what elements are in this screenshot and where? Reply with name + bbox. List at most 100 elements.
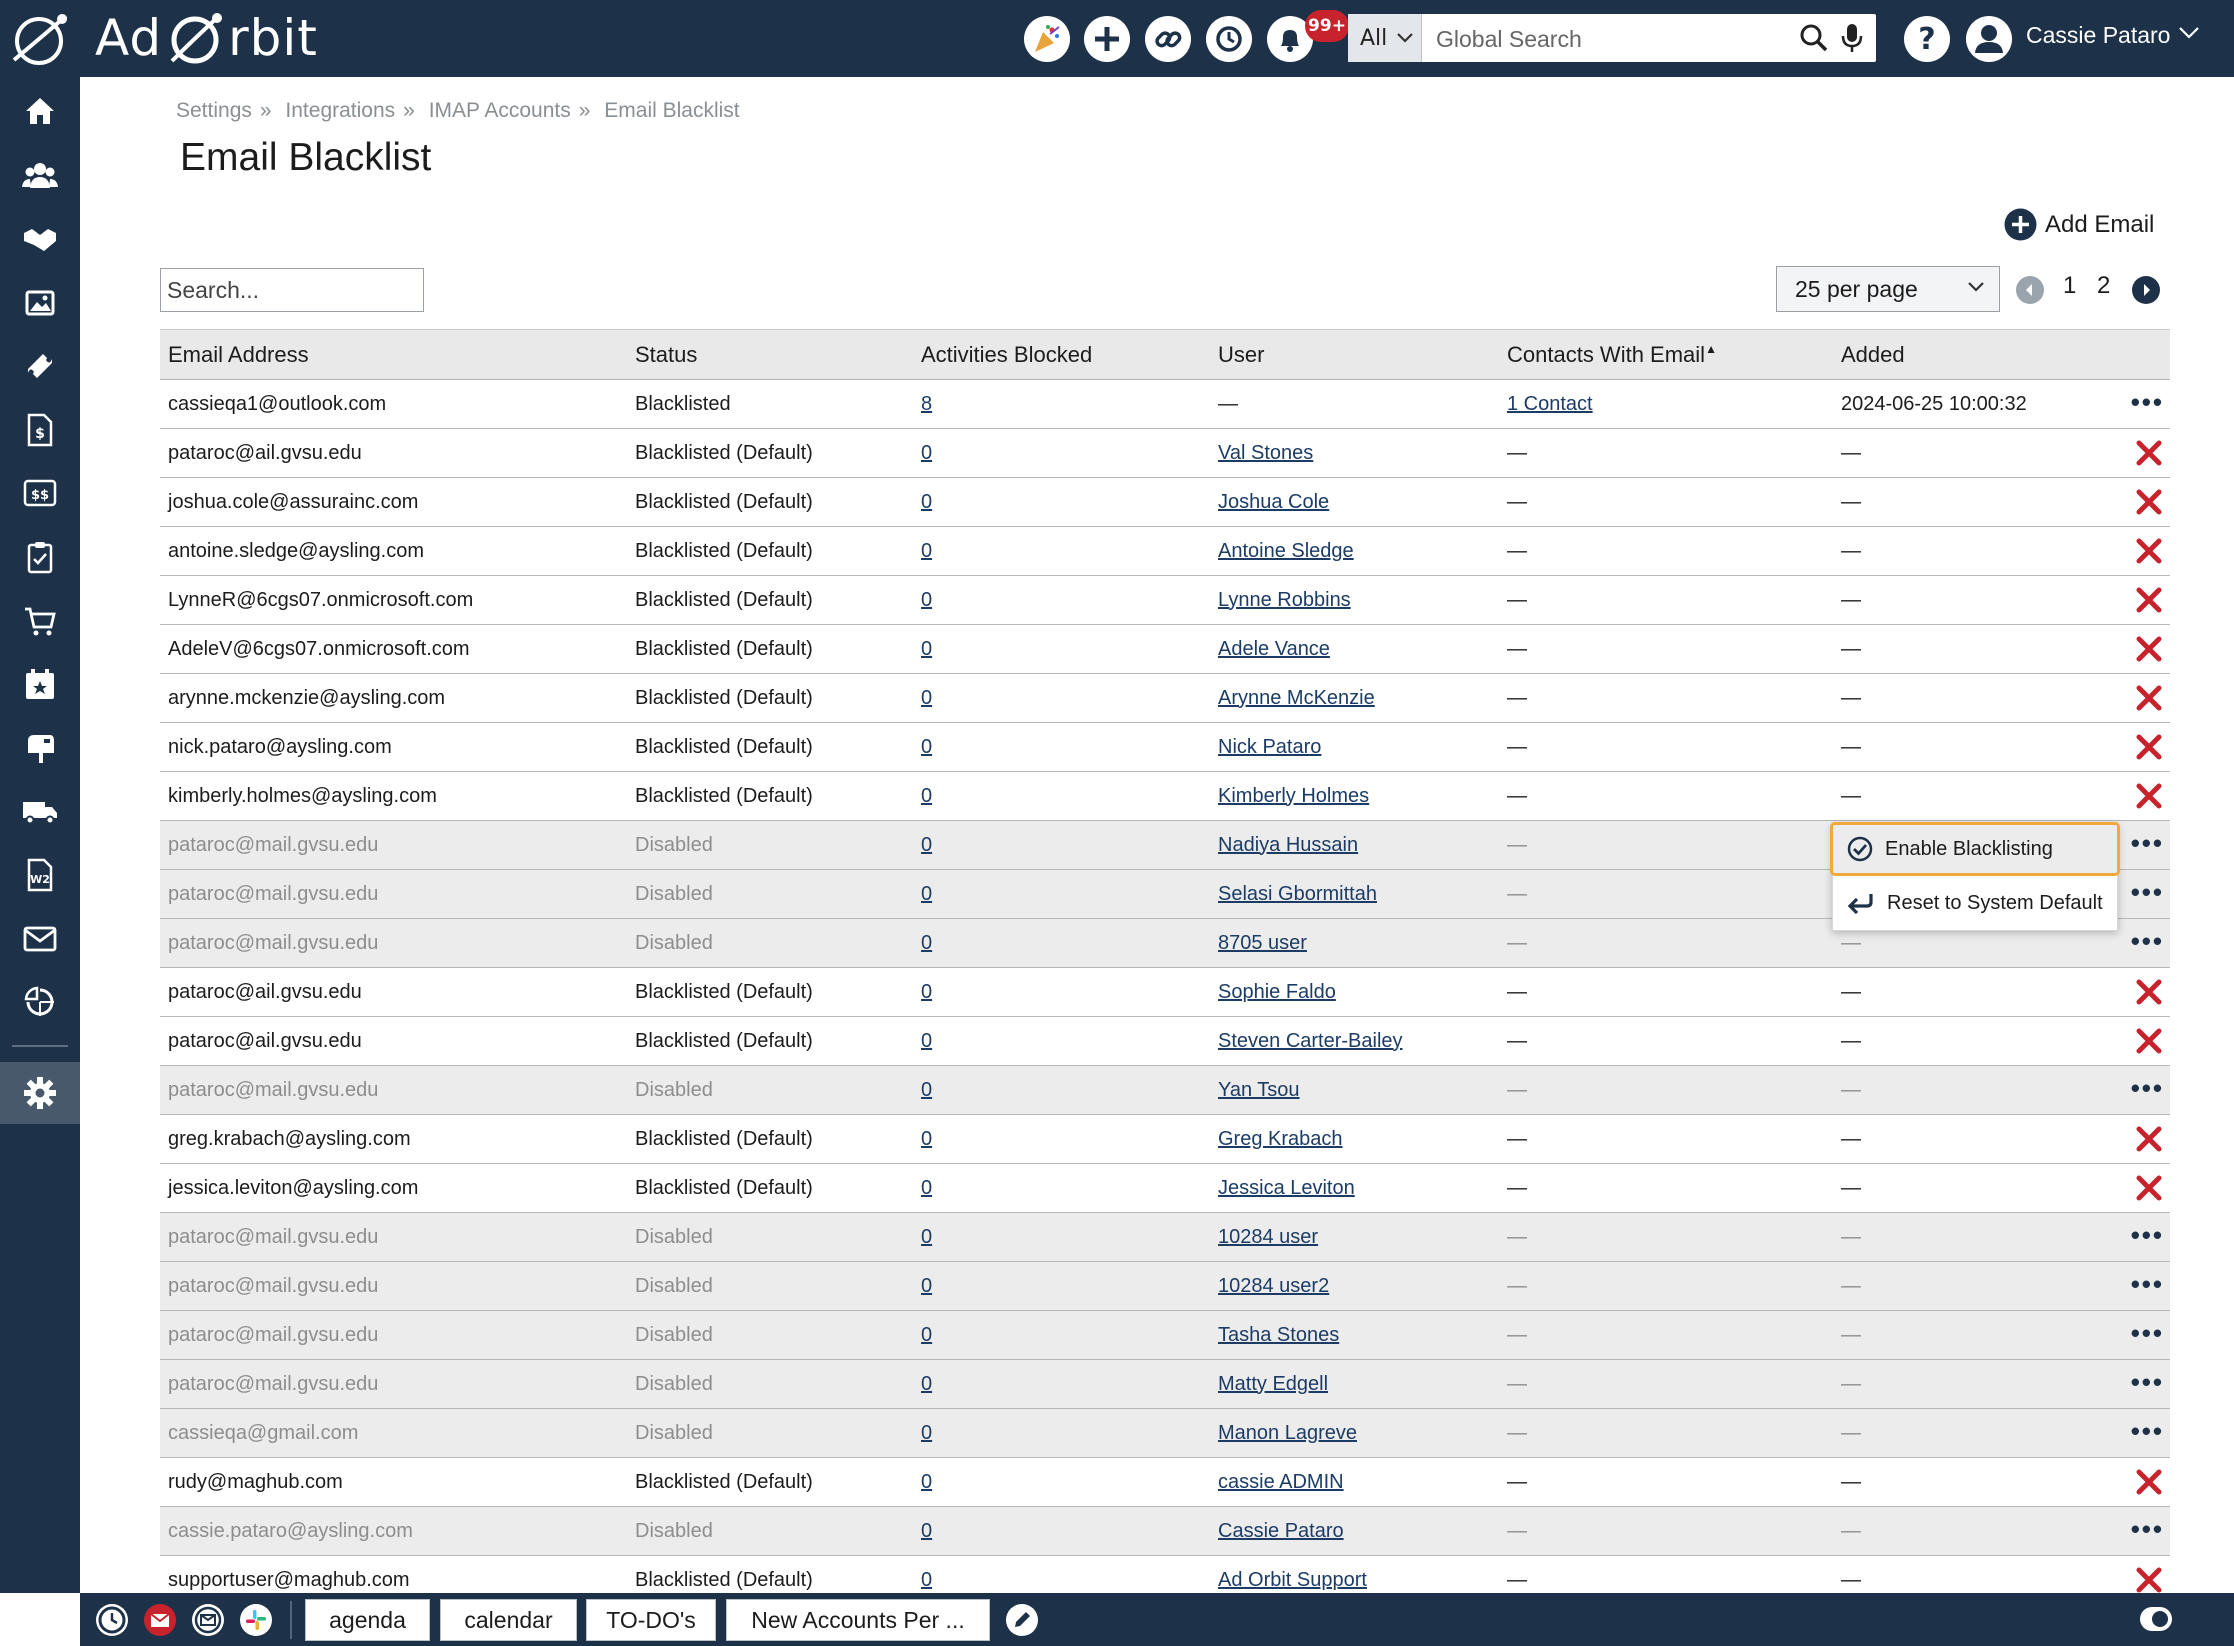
remove-x-icon[interactable] xyxy=(2134,977,2164,1007)
user-cell[interactable]: Cassie Pataro xyxy=(1210,1506,1499,1556)
activities-blocked-cell[interactable]: 0 xyxy=(913,771,1210,821)
breadcrumb-settings[interactable]: Settings xyxy=(176,99,252,122)
clock-icon[interactable] xyxy=(96,1604,128,1636)
next-page-button[interactable] xyxy=(2132,276,2160,304)
activities-blocked-cell[interactable]: 0 xyxy=(913,1163,1210,1213)
truck-icon[interactable] xyxy=(0,782,80,842)
remove-x-icon[interactable] xyxy=(2134,781,2164,811)
more-options-icon[interactable]: ••• xyxy=(2130,386,2164,417)
w2-icon[interactable]: W2 xyxy=(0,845,80,905)
user-cell[interactable]: Nadiya Hussain xyxy=(1210,820,1499,870)
column-contacts-with-email[interactable]: Contacts With Email▲ xyxy=(1499,329,1833,380)
user-cell-link[interactable]: Yan Tsou xyxy=(1218,1078,1300,1101)
more-options-icon[interactable]: ••• xyxy=(2130,1219,2164,1250)
remove-x-icon[interactable] xyxy=(2134,536,2164,566)
more-options-icon[interactable]: ••• xyxy=(2130,1513,2164,1544)
activities-blocked-cell[interactable]: 0 xyxy=(913,1457,1210,1507)
cart-icon[interactable] xyxy=(0,591,80,651)
user-cell-link[interactable]: Nadiya Hussain xyxy=(1218,833,1359,856)
user-cell[interactable]: Joshua Cole xyxy=(1210,477,1499,527)
tab-new-accounts[interactable]: New Accounts Per ... xyxy=(726,1599,990,1641)
user-cell[interactable]: cassie ADMIN xyxy=(1210,1457,1499,1507)
activities-blocked-cell[interactable]: 0 xyxy=(913,869,1210,919)
activities-blocked-cell[interactable]: 0 xyxy=(913,1261,1210,1311)
activities-blocked-cell[interactable]: 0 xyxy=(913,673,1210,723)
mailbox-icon[interactable] xyxy=(0,718,80,778)
user-cell[interactable]: Antoine Sledge xyxy=(1210,526,1499,576)
handshake-icon[interactable] xyxy=(0,209,80,269)
more-options-icon[interactable]: ••• xyxy=(2130,827,2164,858)
activities-blocked-cell-link[interactable]: 8 xyxy=(921,392,933,415)
activities-blocked-cell-link[interactable]: 0 xyxy=(921,539,933,562)
activities-blocked-cell[interactable]: 8 xyxy=(913,379,1210,429)
remove-x-icon[interactable] xyxy=(2134,1124,2164,1154)
breadcrumb-integrations[interactable]: Integrations xyxy=(285,99,396,122)
user-cell[interactable]: Adele Vance xyxy=(1210,624,1499,674)
column-email-address[interactable]: Email Address xyxy=(160,329,627,380)
activities-blocked-cell[interactable]: 0 xyxy=(913,918,1210,968)
remove-x-icon[interactable] xyxy=(2134,1467,2164,1497)
user-cell-link[interactable]: Manon Lagreve xyxy=(1218,1421,1357,1444)
user-cell-link[interactable]: 8705 user xyxy=(1218,931,1307,954)
global-search-input[interactable] xyxy=(1428,14,1788,64)
pencil-icon[interactable] xyxy=(1006,1604,1038,1636)
user-cell-link[interactable]: Greg Krabach xyxy=(1218,1127,1343,1150)
activities-blocked-cell[interactable]: 0 xyxy=(913,1359,1210,1409)
more-options-icon[interactable]: ••• xyxy=(2130,876,2164,907)
activities-blocked-cell[interactable]: 0 xyxy=(913,1065,1210,1115)
user-cell[interactable]: Jessica Leviton xyxy=(1210,1163,1499,1213)
column-user[interactable]: User xyxy=(1210,329,1499,380)
activities-blocked-cell-link[interactable]: 0 xyxy=(921,637,933,660)
remove-x-icon[interactable] xyxy=(2134,634,2164,664)
reset-to-default-menu-item[interactable]: Reset to System Default xyxy=(1833,878,2117,928)
user-cell-link[interactable]: Matty Edgell xyxy=(1218,1372,1329,1395)
user-cell-link[interactable]: Sophie Faldo xyxy=(1218,980,1336,1003)
contacts-cell[interactable]: 1 Contact xyxy=(1499,379,1833,429)
user-cell-link[interactable]: Antoine Sledge xyxy=(1218,539,1354,562)
activities-blocked-cell-link[interactable]: 0 xyxy=(921,1323,933,1346)
link-icon[interactable] xyxy=(1145,16,1191,62)
more-options-icon[interactable]: ••• xyxy=(2130,1072,2164,1103)
user-cell-link[interactable]: 10284 user2 xyxy=(1218,1274,1330,1297)
activities-blocked-cell[interactable]: 0 xyxy=(913,1506,1210,1556)
user-cell-link[interactable]: Arynne McKenzie xyxy=(1218,686,1375,709)
activities-blocked-cell[interactable]: 0 xyxy=(913,1016,1210,1066)
reports-icon[interactable] xyxy=(0,972,80,1032)
brand-logo[interactable]: Ad rbit xyxy=(95,6,318,70)
activities-blocked-cell[interactable]: 0 xyxy=(913,1212,1210,1262)
contacts-icon[interactable] xyxy=(0,145,80,205)
notification-badge[interactable]: 99+ xyxy=(1305,10,1349,42)
enable-blacklisting-menu-item[interactable]: Enable Blacklisting xyxy=(1830,822,2120,876)
user-name[interactable]: Cassie Pataro xyxy=(2026,22,2171,48)
plus-icon[interactable] xyxy=(1084,16,1130,62)
user-cell[interactable]: Kimberly Holmes xyxy=(1210,771,1499,821)
microphone-icon[interactable] xyxy=(1838,22,1866,54)
mail-icon[interactable] xyxy=(0,909,80,969)
remove-x-icon[interactable] xyxy=(2134,487,2164,517)
remove-x-icon[interactable] xyxy=(2134,1026,2164,1056)
previous-page-button[interactable] xyxy=(2016,276,2044,304)
remove-x-icon[interactable] xyxy=(2134,1173,2164,1203)
user-cell[interactable]: Val Stones xyxy=(1210,428,1499,478)
column-status[interactable]: Status xyxy=(627,329,913,380)
user-cell-link[interactable]: Steven Carter-Bailey xyxy=(1218,1029,1403,1052)
billing-icon[interactable]: $$ xyxy=(0,463,80,523)
user-cell[interactable]: Greg Krabach xyxy=(1210,1114,1499,1164)
activities-blocked-cell-link[interactable]: 0 xyxy=(921,1421,933,1444)
user-cell-link[interactable]: Nick Pataro xyxy=(1218,735,1322,758)
contacts-cell-link[interactable]: 1 Contact xyxy=(1507,392,1593,415)
user-cell-link[interactable]: Jessica Leviton xyxy=(1218,1176,1355,1199)
search-input[interactable] xyxy=(160,268,424,312)
activities-blocked-cell-link[interactable]: 0 xyxy=(921,931,933,954)
activities-blocked-cell[interactable]: 0 xyxy=(913,624,1210,674)
user-cell[interactable]: Selasi Gbormittah xyxy=(1210,869,1499,919)
clipboard-icon[interactable] xyxy=(0,527,80,587)
more-options-icon[interactable]: ••• xyxy=(2130,1415,2164,1446)
help-icon[interactable]: ? xyxy=(1904,16,1950,62)
activities-blocked-cell-link[interactable]: 0 xyxy=(921,1568,933,1591)
tab-todos[interactable]: TO-DO's xyxy=(586,1599,716,1641)
page-2-link[interactable]: 2 xyxy=(2097,272,2111,299)
bell-icon[interactable] xyxy=(1267,16,1313,62)
activities-blocked-cell[interactable]: 0 xyxy=(913,526,1210,576)
activities-blocked-cell[interactable]: 0 xyxy=(913,1310,1210,1360)
